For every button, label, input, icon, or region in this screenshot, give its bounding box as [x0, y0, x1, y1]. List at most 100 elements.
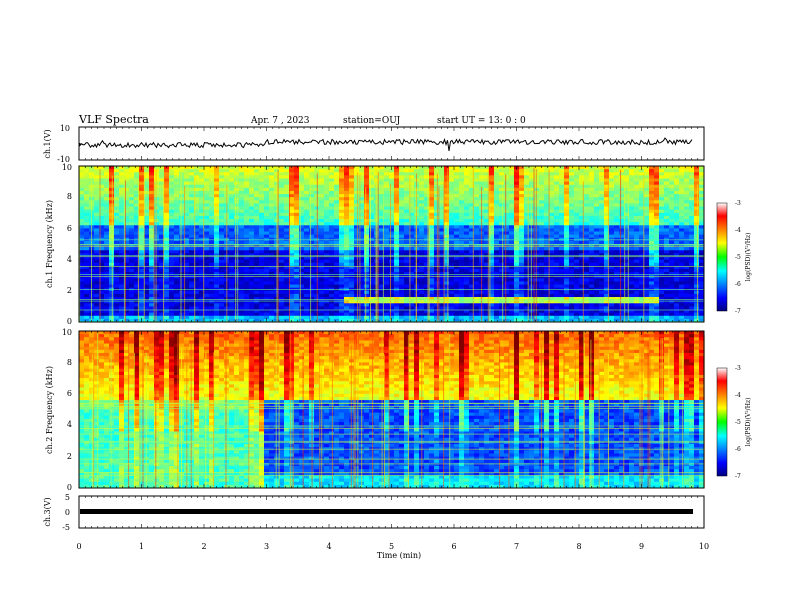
ch1-spectrogram-cell [364, 312, 370, 317]
ch1-spectrogram-cell [549, 303, 555, 307]
ch1-spectrogram-cell [524, 309, 530, 314]
ch1-spectrogram-cell [154, 312, 160, 317]
ch1-spectrogram-cell [134, 284, 140, 289]
ch1-spectrogram-cell [324, 297, 330, 301]
ch1-spectrogram-cell [269, 290, 275, 295]
ch1-spectrogram-cell [499, 231, 505, 236]
ch1-spectrogram-cell [304, 315, 310, 320]
ch1-spectrogram-cell [254, 265, 260, 270]
ch1-spectrogram-cell [504, 312, 510, 317]
ch1-spectrogram-cell [399, 309, 405, 314]
ch1-spectrogram-cell [334, 268, 340, 273]
ch1-spectrogram-cell [214, 190, 220, 195]
ch1-spectrogram-cell [389, 247, 395, 251]
ch1-spectrogram-cell [389, 278, 395, 282]
ch1-spectrogram-cell [539, 315, 545, 320]
ch1-spectrogram-cell [404, 315, 410, 320]
ch1-spectrogram-cell [229, 187, 235, 192]
ch1-spectrogram-cell [469, 190, 475, 195]
ch1-spectrogram-cell [134, 172, 140, 176]
ch1-spectrogram-cell [289, 284, 295, 289]
ch1-spectrogram-cell [459, 293, 465, 298]
ch1-spectrogram-cell [279, 309, 285, 314]
ch1-spectrogram-cell [119, 172, 125, 176]
ch1-spectrogram-cell [339, 225, 345, 229]
ch1-spectrogram-cell [234, 197, 240, 201]
ch1-spectrogram-cell [259, 290, 265, 295]
ch1-spectrogram-cell [339, 256, 345, 260]
ch1-spectrogram-cell [344, 175, 350, 179]
ch1-spectrogram-cell [469, 259, 475, 264]
ch1-spectrogram-cell [129, 247, 135, 251]
ch1-spectrogram-cell [239, 262, 245, 267]
ch1-spectrogram-cell [199, 200, 205, 204]
ch1-spectrogram-cell [359, 259, 365, 264]
ch1-spectrogram-cell [229, 281, 235, 285]
ch1-spectrogram-cell [559, 215, 565, 220]
ch1-spectrogram-cell [554, 250, 560, 254]
ch1-spectrogram-cell [384, 203, 390, 207]
ch1-spectrogram-cell [519, 209, 525, 214]
ch1-spectrogram-cell [194, 187, 200, 192]
ch1-spectrogram-cell [189, 197, 195, 201]
ch1-spectrogram-cell [454, 190, 460, 195]
ch1-spectrogram-cell [179, 212, 185, 217]
ch1-spectrogram-cell [284, 297, 290, 301]
ch1-spectrogram-cell [179, 250, 185, 254]
ch1-spectrogram-cell [369, 244, 375, 248]
ch1-spectrogram-cell [139, 297, 145, 301]
ch1-spectrogram-cell [379, 172, 385, 176]
ch1-spectrogram-cell [539, 240, 545, 245]
ch1-spectrogram-cell [494, 169, 500, 173]
ch1-spectrogram-cell [79, 303, 85, 307]
ch1-spectrogram-cell [139, 240, 145, 245]
ch1-spectrogram-cell [404, 312, 410, 317]
ch1-spectrogram-cell [314, 306, 320, 310]
ch1-spectrogram-cell [474, 275, 480, 279]
ch1-spectrogram-cell [244, 181, 250, 186]
ch1-spectrogram-cell [359, 281, 365, 285]
ch1-spectrogram-cell [359, 225, 365, 229]
ch1-spectrogram-cell [394, 290, 400, 295]
ch1-spectrogram-cell [99, 315, 105, 320]
ch1-spectrogram-cell [284, 178, 290, 182]
ch1-spectrogram-cell [169, 200, 175, 204]
ch1-spectrogram-cell [284, 306, 290, 310]
ch1-spectrogram-cell [139, 268, 145, 273]
ch1-spectrogram-cell [294, 234, 300, 239]
ch1-spectrogram-cell [469, 206, 475, 211]
ch1-spectrogram-cell [514, 262, 520, 267]
ch1-spectrogram-cell [169, 209, 175, 214]
ch1-spectrogram-cell [119, 303, 125, 307]
ch1-spectrogram-cell [449, 268, 455, 273]
ch1-spectrogram-cell [79, 231, 85, 236]
ch1-spectrogram-cell [119, 187, 125, 192]
ch1-spectrogram-cell [334, 219, 340, 223]
ch1-spectrogram-cell [384, 259, 390, 264]
ch1-spectrogram-cell [214, 175, 220, 179]
ch1-spectrogram-cell [164, 203, 170, 207]
ch1-spectrogram-cell [519, 290, 525, 295]
ch1-spectrogram-cell [314, 293, 320, 298]
ch1-spectrogram-cell [124, 278, 130, 282]
ch1-spectrogram-cell [564, 222, 570, 226]
ch1-spectrogram-cell [404, 222, 410, 226]
ch1-spectrogram-cell [544, 194, 550, 198]
ch1-spectrogram-cell [284, 200, 290, 204]
ch1-spectrogram-cell [354, 278, 360, 282]
ch1-spectrogram-cell [344, 222, 350, 226]
ch1-spectrogram-cell [199, 206, 205, 211]
ch1-spectrogram-cell [314, 244, 320, 248]
ch1-spectrogram-cell [434, 212, 440, 217]
ch1-spectrogram-cell [339, 265, 345, 270]
ch1-spectrogram-cell [269, 262, 275, 267]
ch1-spectrogram-cell [574, 262, 580, 267]
ch1-spectrogram-cell [249, 253, 255, 257]
ch1-spectrogram-cell [454, 184, 460, 189]
ch1-spectrogram-cell [519, 203, 525, 207]
ch1-spectrogram-cell [499, 234, 505, 239]
ch1-spectrogram-cell [324, 234, 330, 239]
ch1-spectrogram-cell [439, 240, 445, 245]
ch1-spectrogram-cell [459, 318, 465, 323]
ch1-spectrogram-cell [509, 203, 515, 207]
